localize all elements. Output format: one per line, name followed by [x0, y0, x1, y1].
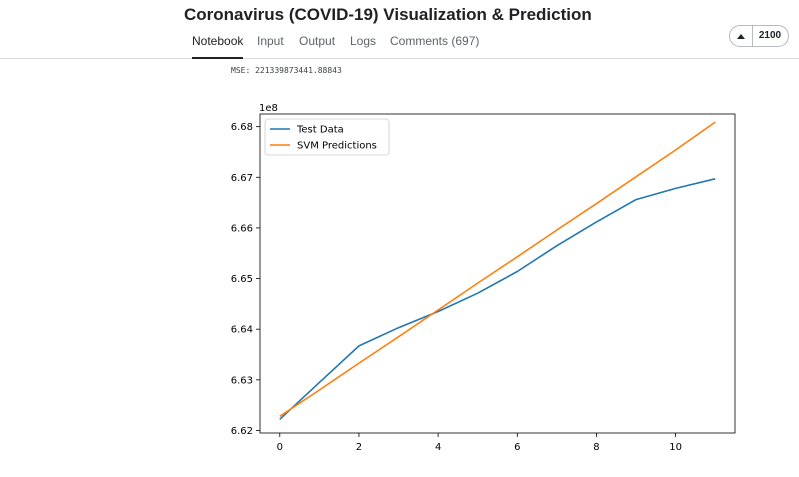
y-tick-label: 6.65 [231, 274, 253, 285]
y-tick-label: 6.63 [231, 375, 253, 386]
legend-label: SVM Predictions [297, 141, 377, 152]
x-tick-label: 0 [277, 442, 283, 453]
tab-notebook[interactable]: Notebook [192, 34, 244, 59]
y-tick-label: 6.62 [231, 426, 253, 437]
notebook-title: Coronavirus (COVID-19) Visualization & P… [184, 5, 592, 24]
legend-box [264, 118, 390, 156]
upvote-count: 2100 [758, 30, 782, 41]
x-tick-label: 4 [435, 442, 441, 453]
tab-output[interactable]: Output [299, 34, 336, 48]
x-tick-label: 8 [593, 442, 599, 453]
x-tick-label: 2 [356, 442, 362, 453]
axes-frame [259, 113, 736, 434]
y-tick-label: 6.66 [231, 223, 253, 234]
y-tick-label: 6.64 [231, 325, 253, 336]
series-line-0 [279, 178, 716, 420]
legend-label: Test Data [296, 125, 344, 136]
upvote-widget: 2100 [729, 25, 789, 47]
x-tick-label: 6 [514, 442, 520, 453]
notebook-header: Coronavirus (COVID-19) Visualization & P… [0, 0, 799, 59]
tab-input[interactable]: Input [257, 34, 284, 48]
tab-comments[interactable]: Comments (697) [390, 34, 480, 48]
plot-area: 0 2 4 6 8 10 6.62 6.63 6.64 6.65 6.66 6.67 6.68 Test … [231, 113, 736, 453]
y-tick-label: 6.67 [231, 173, 253, 184]
tab-logs[interactable]: Logs [350, 34, 377, 48]
upvote-button[interactable] [730, 26, 753, 46]
series-line-1 [279, 121, 716, 417]
y-tick-label: 6.68 [231, 122, 253, 133]
caret-up-icon [737, 33, 745, 39]
x-tick-label: 10 [669, 442, 682, 453]
y-axis-offset-label: 1e8 [259, 103, 278, 114]
mse-output: MSE: 221339873441.88843 [231, 66, 342, 75]
